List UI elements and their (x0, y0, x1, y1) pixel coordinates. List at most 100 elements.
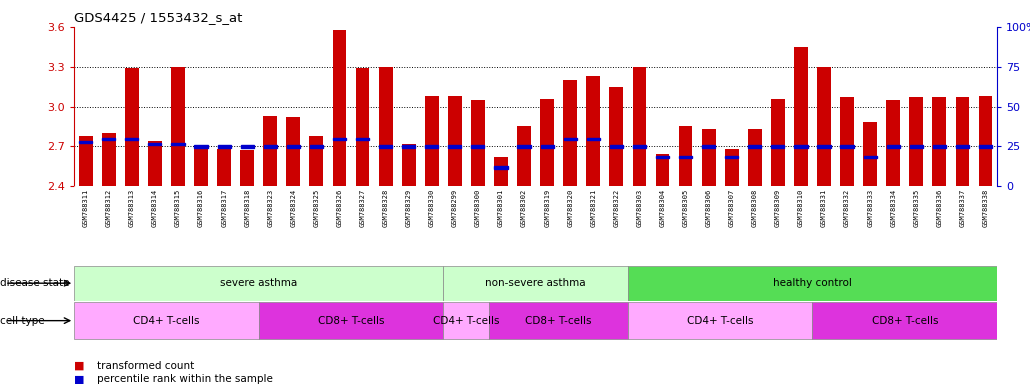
Bar (748, 145, 761, 147)
Text: GDS4425 / 1553432_s_at: GDS4425 / 1553432_s_at (74, 11, 242, 24)
Bar (148, 142, 162, 145)
Bar (933, 145, 946, 147)
Text: GSM788312: GSM788312 (106, 189, 112, 227)
Bar (443, 266, 628, 301)
Text: GSM788323: GSM788323 (267, 189, 273, 227)
Text: GSM788321: GSM788321 (590, 189, 596, 227)
Bar (171, 67, 185, 186)
Bar (655, 154, 670, 186)
Text: GSM788301: GSM788301 (497, 189, 504, 227)
Text: ■: ■ (74, 374, 84, 384)
Bar (74, 302, 259, 339)
Bar (563, 80, 577, 186)
Bar (863, 122, 878, 186)
Bar (701, 129, 716, 186)
Bar (424, 96, 439, 186)
Text: GSM788316: GSM788316 (198, 189, 204, 227)
Bar (978, 96, 993, 186)
Text: transformed count: transformed count (97, 361, 194, 371)
Text: GSM788330: GSM788330 (428, 189, 435, 227)
Bar (310, 145, 323, 147)
Bar (217, 149, 231, 186)
Bar (194, 146, 208, 186)
Text: cell type: cell type (0, 316, 44, 326)
Text: GSM788315: GSM788315 (175, 189, 181, 227)
Bar (379, 67, 392, 186)
Bar (402, 144, 416, 186)
Bar (748, 129, 762, 186)
Bar (517, 126, 531, 186)
Bar (794, 47, 808, 186)
Text: CD4+ T-cells: CD4+ T-cells (687, 316, 753, 326)
Bar (448, 96, 461, 186)
Bar (264, 116, 277, 186)
Text: CD8+ T-cells: CD8+ T-cells (525, 316, 592, 326)
Bar (402, 145, 415, 147)
Bar (540, 99, 554, 186)
Bar (563, 138, 577, 140)
Bar (74, 266, 443, 301)
Bar (79, 141, 93, 143)
Text: GSM788313: GSM788313 (129, 189, 135, 227)
Text: GSM788335: GSM788335 (914, 189, 920, 227)
Text: GSM788325: GSM788325 (313, 189, 319, 227)
Bar (632, 67, 647, 186)
Bar (517, 145, 530, 147)
Text: GSM788309: GSM788309 (775, 189, 781, 227)
Bar (587, 138, 599, 140)
Text: GSM788331: GSM788331 (821, 189, 827, 227)
Bar (541, 145, 554, 147)
Text: GSM788311: GSM788311 (82, 189, 89, 227)
Text: GSM788317: GSM788317 (221, 189, 228, 227)
Bar (771, 145, 785, 147)
Bar (840, 145, 854, 147)
Text: percentile rank within the sample: percentile rank within the sample (97, 374, 273, 384)
Text: GSM788319: GSM788319 (544, 189, 550, 227)
Bar (932, 97, 947, 186)
Bar (102, 133, 115, 186)
Bar (770, 99, 785, 186)
Text: GSM788300: GSM788300 (475, 189, 481, 227)
Text: GSM788338: GSM788338 (983, 189, 989, 227)
Bar (725, 149, 739, 186)
Text: GSM788337: GSM788337 (959, 189, 965, 227)
Bar (494, 166, 508, 169)
Text: GSM788299: GSM788299 (452, 189, 458, 227)
Text: GSM788329: GSM788329 (406, 189, 412, 227)
Text: GSM788322: GSM788322 (613, 189, 619, 227)
Text: non-severe asthma: non-severe asthma (485, 278, 586, 288)
Bar (355, 68, 370, 186)
Bar (818, 145, 830, 147)
Bar (333, 138, 346, 140)
Bar (632, 145, 646, 147)
Bar (102, 138, 115, 140)
Bar (494, 157, 508, 186)
Text: ■: ■ (74, 361, 84, 371)
Bar (472, 145, 484, 147)
Text: GSM788326: GSM788326 (337, 189, 343, 227)
Bar (840, 97, 854, 186)
Bar (886, 100, 900, 186)
Text: GSM788318: GSM788318 (244, 189, 250, 227)
Text: GSM788305: GSM788305 (683, 189, 689, 227)
Bar (909, 145, 923, 147)
Text: GSM788302: GSM788302 (521, 189, 527, 227)
Bar (628, 302, 813, 339)
Bar (863, 156, 877, 158)
Bar (978, 145, 992, 147)
Bar (656, 156, 670, 158)
Text: GSM788332: GSM788332 (844, 189, 850, 227)
Bar (679, 126, 692, 186)
Text: healthy control: healthy control (774, 278, 852, 288)
Text: GSM788307: GSM788307 (728, 189, 734, 227)
Text: GSM788320: GSM788320 (568, 189, 574, 227)
Bar (309, 136, 323, 186)
Bar (241, 145, 253, 147)
Text: GSM788336: GSM788336 (936, 189, 942, 227)
Bar (171, 142, 184, 145)
Bar (333, 30, 346, 186)
Bar (794, 145, 808, 147)
Text: GSM788308: GSM788308 (752, 189, 758, 227)
Bar (813, 302, 997, 339)
Bar (425, 145, 439, 147)
